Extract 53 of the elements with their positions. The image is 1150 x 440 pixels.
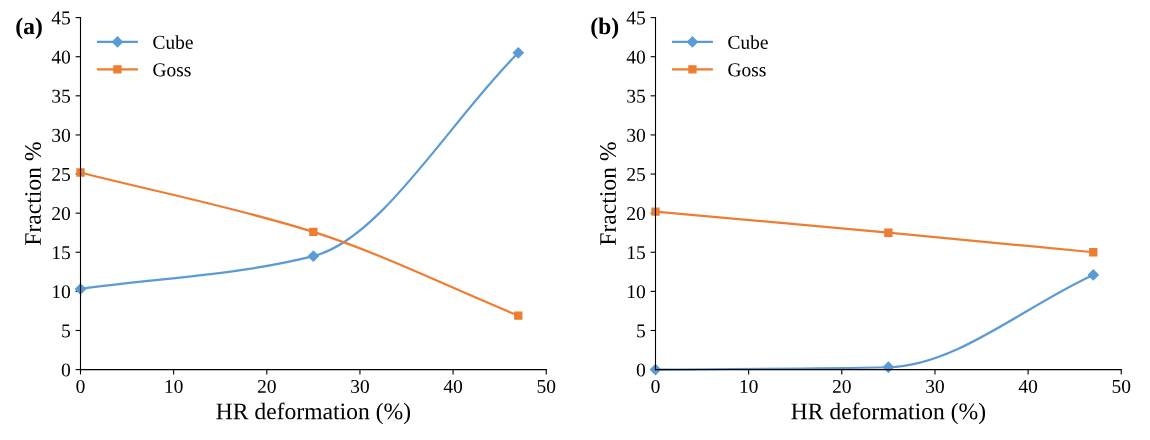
x-tick-label: 30 — [926, 379, 944, 394]
x-axis-title: HR deformation (%) — [216, 402, 411, 425]
point — [514, 311, 523, 320]
x-tick-label: 20 — [832, 379, 851, 394]
point — [309, 227, 318, 237]
y-tick-label: 30 — [627, 128, 646, 142]
y-tick-label: 5 — [637, 324, 646, 338]
point — [884, 228, 893, 237]
y-tick-label: 30 — [52, 128, 71, 142]
x-tick-label: 50 — [1112, 379, 1131, 394]
point — [1087, 269, 1099, 281]
y-tick-label: 40 — [51, 50, 71, 64]
x-tick-label: 30 — [351, 379, 369, 394]
x-tick-label: 10 — [740, 379, 758, 394]
point — [74, 283, 87, 295]
y-axis-title: Fraction % — [25, 142, 42, 246]
legend-label: Goss — [728, 63, 766, 77]
point — [882, 361, 894, 373]
x-tick-label: 20 — [257, 379, 276, 394]
x-tick-label: 0 — [651, 379, 660, 394]
y-axis-title: Fraction % — [600, 142, 617, 246]
y-tick-label: 25 — [52, 167, 71, 181]
y-tick-label: 15 — [628, 246, 646, 260]
y-tick-label: 35 — [52, 89, 71, 103]
x-tick-label: 40 — [1018, 379, 1038, 394]
y-tick-label: 0 — [61, 363, 71, 377]
point — [512, 47, 524, 59]
chart-title: (a) — [16, 17, 42, 40]
x-axis-title: HR deformation (%) — [791, 402, 986, 425]
y-tick-label: 10 — [628, 285, 646, 299]
y-tick-label: 20 — [52, 206, 71, 221]
chart-title: (b) — [591, 17, 619, 40]
point — [307, 250, 319, 262]
y-tick-label: 45 — [51, 11, 71, 25]
x-tick-label: 40 — [443, 379, 463, 394]
y-tick-label: 15 — [53, 246, 71, 260]
y-tick-label: 40 — [626, 50, 646, 64]
legend-label: Cube — [153, 35, 193, 49]
legend-label: Cube — [728, 35, 768, 49]
y-tick-label: 0 — [636, 363, 646, 377]
legend-label: Goss — [153, 63, 191, 77]
y-tick-label: 10 — [53, 285, 71, 299]
y-tick-label: 45 — [626, 11, 646, 25]
point — [1089, 248, 1098, 257]
y-tick-label: 25 — [627, 167, 646, 181]
x-tick-label: 50 — [537, 379, 556, 394]
point — [76, 168, 85, 177]
x-tick-label: 10 — [165, 379, 183, 394]
point — [651, 207, 660, 216]
y-tick-label: 35 — [627, 89, 646, 103]
y-tick-label: 20 — [627, 206, 646, 221]
x-tick-label: 0 — [76, 379, 85, 394]
y-tick-label: 5 — [62, 324, 71, 338]
